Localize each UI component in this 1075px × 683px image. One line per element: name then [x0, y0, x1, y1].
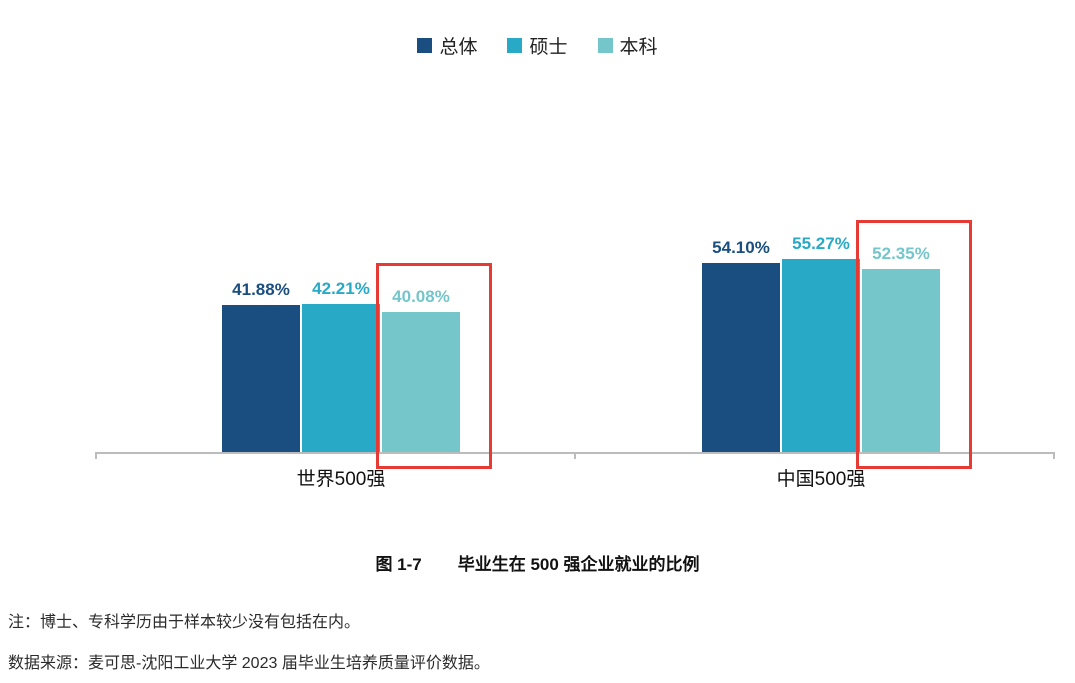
bar-group: 54.10% 55.27% 52.35% — [702, 219, 972, 469]
bar-column: 41.88% — [222, 280, 300, 452]
figure-caption: 图 1-7 毕业生在 500 强企业就业的比例 — [0, 550, 1075, 575]
bar — [302, 304, 380, 452]
bar-value-label: 55.27% — [792, 233, 850, 253]
bar — [222, 305, 300, 452]
legend-swatch-icon — [597, 38, 613, 53]
axis-tick — [574, 452, 576, 459]
legend-item: 本科 — [597, 32, 658, 59]
axis-tick — [95, 452, 97, 459]
figure-label: 图 1-7 — [375, 555, 422, 574]
bar-column: 54.10% — [702, 238, 780, 452]
legend-swatch-icon — [417, 38, 433, 53]
legend-label: 总体 — [439, 37, 478, 58]
bar-column: 55.27% — [782, 234, 860, 452]
bar — [702, 262, 780, 452]
bar-value-label: 42.21% — [312, 279, 370, 299]
figure-title: 毕业生在 500 强企业就业的比例 — [457, 555, 700, 574]
chart-note: 注：博士、专科学历由于样本较少没有包括在内。 — [8, 614, 361, 631]
chart-plot: 41.88% 42.21% 40.08% 世界500强 54.10% 55.27% 52.3… — [95, 112, 1055, 490]
bar — [782, 258, 860, 452]
category-label: 中国500强 — [776, 469, 866, 490]
legend-swatch-icon — [507, 38, 523, 53]
bar-value-label: 41.88% — [232, 280, 290, 300]
data-source-note: 数据来源：麦可思-沈阳工业大学 2023 届毕业生培养质量评价数据。 — [8, 655, 490, 672]
legend-label: 本科 — [619, 37, 658, 58]
bar — [382, 311, 460, 452]
bar — [862, 268, 940, 452]
bar-column: 42.21% — [302, 279, 380, 452]
bar-value-label: 52.35% — [872, 243, 930, 263]
bar-value-label: 40.08% — [392, 286, 450, 306]
chart-legend: 总体 硕士 本科 — [0, 32, 1075, 59]
axis-tick — [1053, 452, 1055, 459]
legend-item: 总体 — [417, 32, 477, 59]
bar-column: 40.08% — [376, 262, 492, 469]
bar-value-label: 54.10% — [712, 237, 770, 257]
legend-item: 硕士 — [507, 32, 568, 59]
bar-group: 41.88% 42.21% 40.08% — [222, 262, 492, 469]
category-label: 世界500强 — [296, 469, 386, 490]
legend-label: 硕士 — [529, 37, 568, 58]
bar-column: 52.35% — [856, 219, 972, 469]
